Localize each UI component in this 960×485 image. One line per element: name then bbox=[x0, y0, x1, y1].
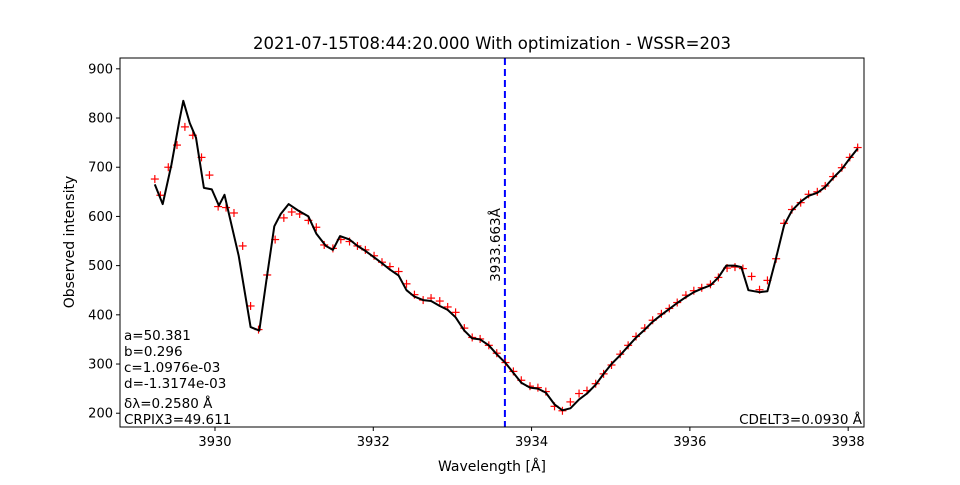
observed-point bbox=[205, 171, 214, 180]
y-tick-label: 600 bbox=[88, 210, 113, 225]
observed-point bbox=[150, 175, 159, 184]
y-tick-label: 400 bbox=[88, 308, 113, 323]
observed-point bbox=[747, 272, 756, 281]
fit-line bbox=[153, 99, 859, 412]
x-tick-label: 3934 bbox=[515, 435, 548, 450]
y-tick-label: 900 bbox=[88, 62, 113, 77]
observed-point bbox=[435, 297, 444, 306]
x-axis-label: Wavelength [Å] bbox=[438, 458, 546, 475]
observed-point bbox=[566, 397, 575, 406]
observed-point bbox=[853, 143, 862, 152]
observed-point bbox=[238, 241, 247, 250]
param-d: d=-1.3174e-03 bbox=[124, 376, 226, 392]
observed-point bbox=[279, 213, 288, 222]
y-axis-label: Observed intensity bbox=[62, 176, 78, 309]
observed-point bbox=[229, 208, 238, 217]
y-tick-label: 700 bbox=[88, 161, 113, 176]
x-tick-label: 3930 bbox=[198, 435, 231, 450]
param-a: a=50.381 bbox=[124, 328, 191, 344]
y-tick-label: 300 bbox=[88, 358, 113, 373]
x-tick-label: 3938 bbox=[832, 435, 865, 450]
observed-point bbox=[394, 267, 403, 276]
observed-point bbox=[287, 207, 296, 216]
vline-label: 3933.663Å bbox=[487, 207, 504, 281]
param-c: c=1.0976e-03 bbox=[124, 360, 220, 376]
observed-point bbox=[180, 122, 189, 131]
param-crpix3: CRPIX3=49.611 bbox=[124, 412, 231, 428]
y-tick-label: 200 bbox=[88, 407, 113, 422]
param-dlambda: δλ=0.2580 Å bbox=[124, 395, 213, 412]
param-b: b=0.296 bbox=[124, 344, 183, 360]
fit-parameters: a=50.381 b=0.296 c=1.0976e-03 d=-1.3174e… bbox=[124, 328, 231, 428]
chart-title: 2021-07-15T08:44:20.000 With optimizatio… bbox=[253, 34, 731, 53]
y-tick-label: 800 bbox=[88, 112, 113, 127]
param-cdelt3: CDELT3=0.0930 Å bbox=[739, 411, 863, 428]
observed-point bbox=[451, 308, 460, 317]
x-tick-label: 3936 bbox=[673, 435, 706, 450]
x-tick-label: 3932 bbox=[357, 435, 390, 450]
y-tick-label: 500 bbox=[88, 259, 113, 274]
plot-frame bbox=[119, 57, 865, 428]
observed-point bbox=[575, 389, 584, 398]
